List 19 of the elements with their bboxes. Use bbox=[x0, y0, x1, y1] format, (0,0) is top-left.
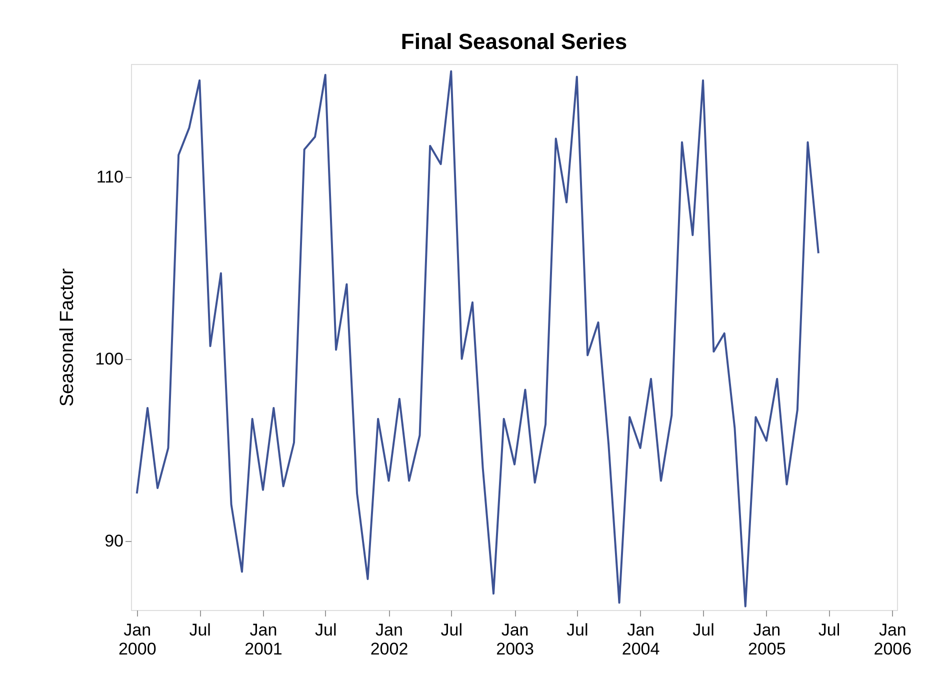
x-tick-label: Jan 2001 bbox=[244, 620, 282, 658]
x-tick-label: Jul bbox=[189, 620, 211, 640]
y-axis-title: Seasonal Factor bbox=[57, 268, 78, 407]
x-tick-label: Jul bbox=[566, 620, 588, 640]
y-tick-label: 90 bbox=[104, 531, 124, 550]
x-tick-label: Jul bbox=[692, 620, 714, 640]
y-tick-label: 100 bbox=[95, 349, 124, 368]
x-tick-label: Jan 2002 bbox=[370, 620, 408, 658]
y-tick-label: 110 bbox=[96, 167, 124, 186]
x-tick-label: Jul bbox=[440, 620, 462, 640]
x-tick-label: Jul bbox=[314, 620, 337, 640]
chart-title: Final Seasonal Series bbox=[400, 29, 628, 54]
x-tick-label: Jan 2004 bbox=[622, 620, 660, 658]
x-tick-label: Jul bbox=[818, 620, 840, 640]
line-series bbox=[136, 70, 820, 608]
x-tick-label: Jan 2005 bbox=[748, 620, 786, 658]
x-tick-label: Jan 2000 bbox=[118, 620, 156, 658]
x-tick-label: Jan 2006 bbox=[874, 620, 912, 658]
x-tick-label: Jan 2003 bbox=[496, 620, 534, 658]
